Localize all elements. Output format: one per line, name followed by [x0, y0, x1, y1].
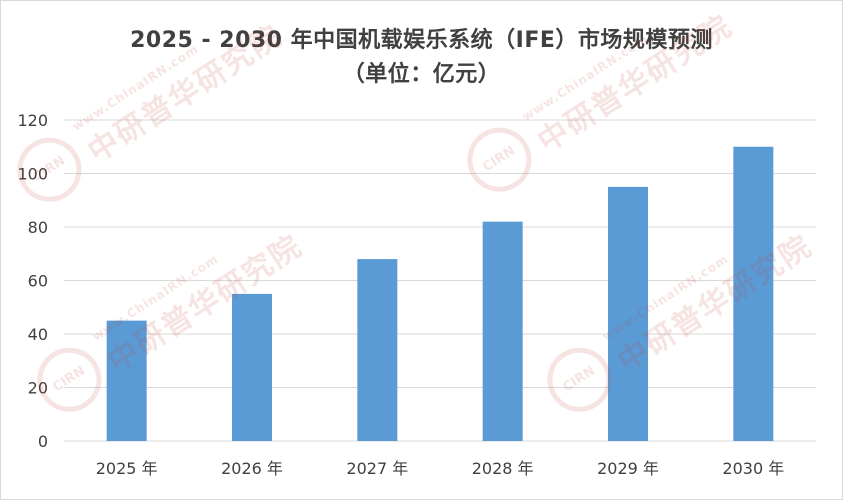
bar — [357, 259, 398, 441]
x-tick-label: 2030 年 — [722, 459, 784, 478]
y-tick-label: 80 — [28, 218, 48, 237]
chart-subtitle: （单位：亿元） — [342, 62, 501, 87]
x-tick-label: 2025 年 — [96, 459, 158, 478]
x-tick-label: 2027 年 — [346, 459, 408, 478]
bar — [608, 186, 648, 441]
y-tick-label: 60 — [28, 272, 48, 291]
chart-title: 2025 - 2030 年中国机载娱乐系统（IFE）市场规模预测 — [130, 28, 713, 53]
y-tick-label: 120 — [17, 111, 48, 130]
y-tick-label: 20 — [28, 379, 48, 398]
bar — [106, 320, 147, 441]
y-tick-label: 0 — [38, 432, 48, 451]
x-tick-label: 2026 年 — [221, 459, 283, 478]
y-tick-label: 40 — [28, 325, 48, 344]
bar — [482, 221, 523, 441]
y-tick-label: 100 — [17, 165, 48, 184]
bar — [733, 146, 774, 441]
bar — [232, 293, 272, 441]
x-tick-label: 2028 年 — [472, 459, 534, 478]
x-tick-label: 2029 年 — [597, 459, 659, 478]
